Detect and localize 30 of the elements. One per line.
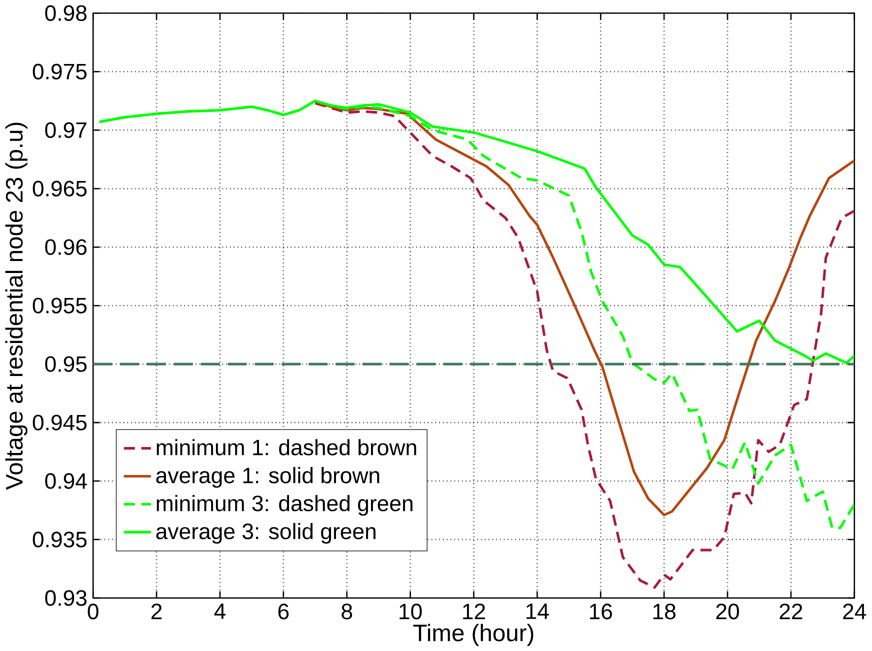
x-tick-label: 4 [214,603,226,619]
x-tick-label: 14 [526,603,549,619]
y-tick-label: 0.955 [32,298,87,314]
x-tick-label: 24 [843,603,866,619]
x-tick-label: 20 [716,603,739,620]
y-tick-label: 0.975 [32,64,87,80]
legend-label: minimum 3: dashed green [156,494,412,516]
y-tick-label: 0.98 [45,5,87,21]
x-tick-label: 16 [590,603,612,620]
x-tick-label: 0 [88,603,98,620]
y-tick-label: 0.93 [45,590,87,606]
y-tick-label: 0.95 [45,356,87,372]
x-axis-title: Time (hour) [413,624,534,646]
x-tick-label: 6 [278,603,289,620]
x-tick-label: 8 [342,603,352,620]
y-tick-label: 0.96 [45,239,87,255]
y-tick-label: 0.97 [45,122,86,138]
legend-label: average 3: solid green [156,522,376,544]
x-tick-label: 12 [463,603,485,619]
y-axis-title: Voltage at residential node 23 (p.u) [5,122,28,490]
y-tick-label: 0.94 [45,473,87,489]
x-tick-label: 22 [780,603,802,619]
legend-label: minimum 1: dashed brown [156,438,416,456]
x-tick-label: 2 [151,603,162,619]
y-tick-label: 0.945 [32,414,87,430]
x-tick-label: 18 [653,603,676,620]
y-tick-label: 0.965 [32,180,87,196]
x-tick-label: 10 [400,603,422,620]
y-tick-label: 0.935 [32,532,87,548]
legend-label: average 1: solid brown [156,466,380,488]
